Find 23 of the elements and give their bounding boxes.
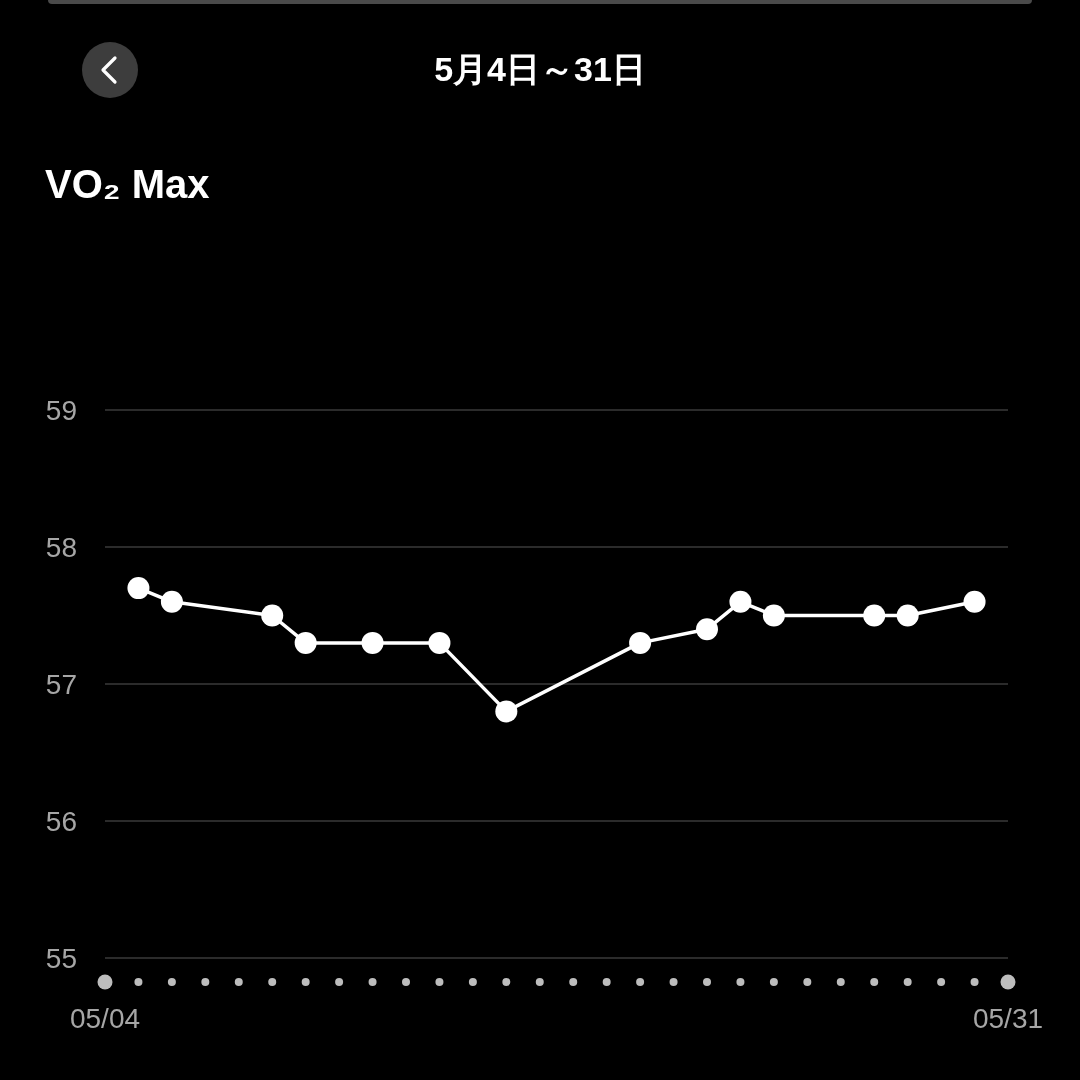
point	[127, 577, 150, 600]
chart-subtitle: VO₂ Max	[45, 161, 210, 208]
y-tick-label: 59	[45, 395, 77, 427]
point	[629, 631, 652, 654]
point	[863, 604, 886, 627]
chart-title: 5月4日～31日	[433, 49, 647, 90]
x-tick-label: 05/31	[972, 1003, 1044, 1034]
point	[696, 618, 718, 641]
y-tick-label: 56	[45, 806, 77, 838]
point	[762, 604, 785, 627]
point	[896, 604, 919, 627]
y-tick-label: 58	[45, 532, 77, 564]
x-tick-label: 05/04	[69, 1003, 141, 1034]
point	[428, 631, 451, 654]
point	[160, 590, 183, 613]
point	[729, 590, 752, 613]
point	[963, 590, 986, 613]
point	[261, 604, 284, 627]
point	[361, 631, 384, 654]
y-tick-label: 57	[45, 669, 77, 701]
point	[294, 631, 317, 654]
y-tick-label: 55	[45, 943, 77, 975]
point	[495, 700, 518, 723]
